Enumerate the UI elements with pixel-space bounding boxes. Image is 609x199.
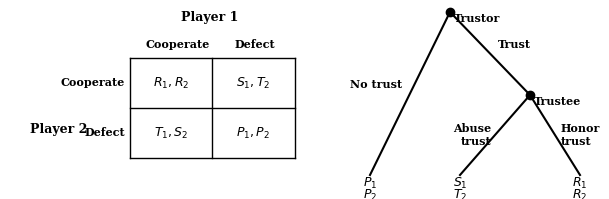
Text: Cooperate: Cooperate <box>146 39 210 51</box>
Text: Defect: Defect <box>85 128 125 139</box>
Text: $P_1$: $P_1$ <box>363 176 377 191</box>
Text: Defect: Defect <box>234 39 275 51</box>
Text: $R_2$: $R_2$ <box>572 187 588 199</box>
Text: $P_2$: $P_2$ <box>363 187 377 199</box>
Text: Player 1: Player 1 <box>181 12 239 24</box>
Text: Trustor: Trustor <box>454 13 501 24</box>
Text: Honor
trust: Honor trust <box>561 123 600 147</box>
Text: $P_1, P_2$: $P_1, P_2$ <box>236 125 270 140</box>
Text: $T_2$: $T_2$ <box>453 187 467 199</box>
Text: Abuse
trust: Abuse trust <box>453 123 491 147</box>
Text: Trustee: Trustee <box>534 96 581 107</box>
Text: $T_1, S_2$: $T_1, S_2$ <box>153 125 188 140</box>
Text: $R_1, R_2$: $R_1, R_2$ <box>153 75 189 91</box>
Text: $S_1$: $S_1$ <box>452 176 467 191</box>
Text: Player 2: Player 2 <box>30 124 87 137</box>
Text: Cooperate: Cooperate <box>61 77 125 89</box>
Text: Trust: Trust <box>498 39 531 51</box>
Text: $R_1$: $R_1$ <box>572 176 588 191</box>
Text: $S_1, T_2$: $S_1, T_2$ <box>236 75 271 91</box>
Text: No trust: No trust <box>350 79 402 91</box>
